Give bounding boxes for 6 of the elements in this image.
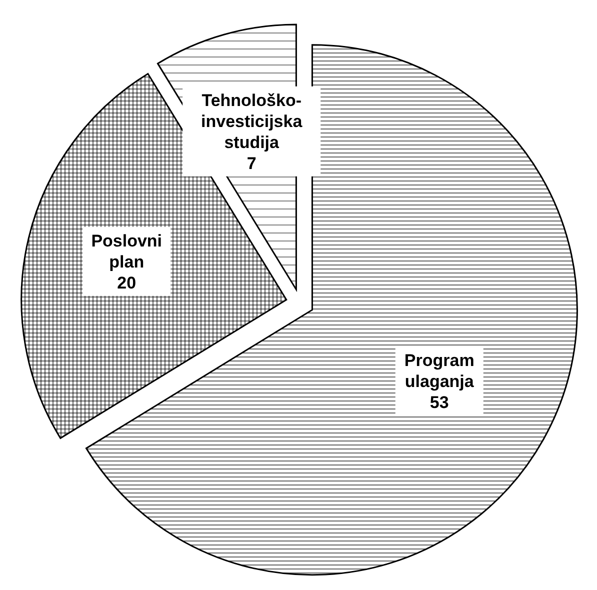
slice-label: Program ulaganja <box>404 350 474 391</box>
slice-label: Poslovni plan <box>91 231 162 272</box>
data-label: 20 <box>117 273 136 292</box>
data-label: 7 <box>246 154 256 173</box>
data-label: 53 <box>430 392 449 412</box>
slice-label: Tehnološko-investicijska studija <box>201 90 303 152</box>
